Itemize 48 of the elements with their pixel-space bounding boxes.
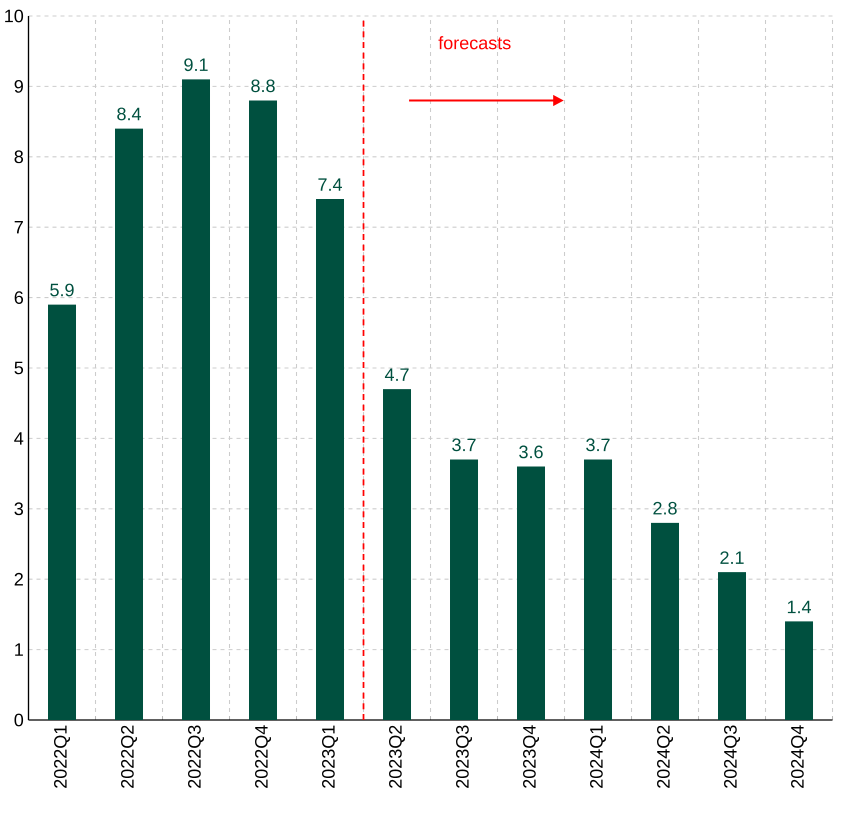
- bar: [48, 304, 76, 720]
- bar: [383, 389, 412, 720]
- data-label: 2.8: [653, 502, 677, 515]
- y-tick-label: 3: [14, 502, 23, 516]
- data-label: 9.1: [184, 58, 208, 72]
- data-label: 2.1: [720, 551, 744, 564]
- data-label: 5.9: [50, 284, 74, 296]
- annotation: forecasts: [438, 36, 511, 50]
- bar: [182, 79, 210, 720]
- x-tick-label: 2023Q2: [389, 726, 405, 788]
- bar: [115, 128, 144, 720]
- data-label: 8.8: [251, 79, 275, 92]
- y-tick-label: 2: [14, 572, 23, 586]
- y-tick-label: 4: [14, 432, 24, 445]
- x-tick-label: 2024Q3: [724, 726, 740, 788]
- bar: [450, 460, 478, 720]
- data-label: 3.6: [519, 446, 543, 458]
- data-label: 3.7: [452, 438, 476, 452]
- x-tick-label: 2022Q2: [121, 726, 137, 788]
- y-tick-label: 10: [5, 10, 24, 22]
- y-tick-label: 5: [14, 362, 24, 374]
- y-tick-label: 0: [14, 714, 24, 726]
- x-tick-label: 2024Q1: [590, 726, 606, 788]
- x-tick-label: 2022Q1: [54, 726, 70, 788]
- x-tick-label: 2022Q3: [188, 726, 204, 788]
- x-tick-label: 2024Q4: [791, 725, 808, 788]
- x-tick-label: 2023Q3: [456, 726, 472, 788]
- y-tick-label: 9: [14, 80, 23, 93]
- bar: [718, 572, 746, 720]
- data-label: 3.7: [586, 438, 610, 452]
- bar: [785, 621, 814, 720]
- data-label: 8.4: [117, 108, 141, 120]
- bar: [249, 100, 278, 720]
- y-tick-label: 6: [14, 291, 23, 304]
- y-tick-label: 1: [15, 643, 23, 656]
- x-tick-label: 2023Q4: [523, 725, 539, 788]
- data-label: 7.4: [318, 178, 342, 191]
- y-tick-label: 8: [14, 150, 23, 164]
- bar: [316, 199, 344, 720]
- data-label: 4.7: [384, 368, 409, 381]
- y-tick-label: 7: [14, 221, 23, 234]
- x-tick-label: 2024Q2: [657, 726, 673, 788]
- bar: [584, 460, 612, 720]
- data-label: 1.4: [788, 600, 812, 614]
- x-tick-label: 2023Q1: [322, 726, 338, 788]
- bar: [651, 522, 680, 720]
- bar: [517, 466, 546, 720]
- x-tick-label: 2022Q4: [255, 725, 271, 788]
